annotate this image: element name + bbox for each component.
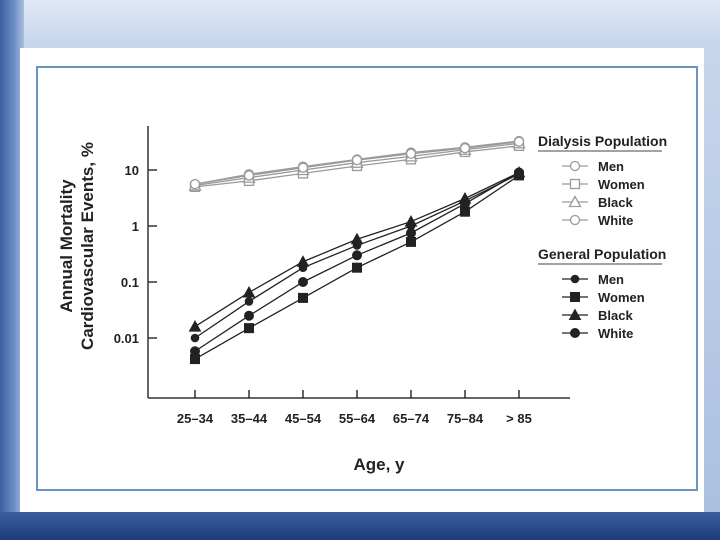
data-point [244, 310, 254, 321]
legend-item-label: Black [598, 308, 633, 323]
legend-swatch-marker [569, 178, 581, 190]
data-point [459, 143, 471, 154]
data-point [350, 232, 364, 245]
data-point [188, 320, 202, 332]
x-axis-label: Age, y [353, 455, 405, 474]
data-point [244, 323, 254, 334]
x-tick-label: 45–54 [285, 411, 322, 426]
y-tick-label: 0.1 [121, 275, 139, 290]
legend-swatch-marker [568, 308, 582, 320]
chart-legend: Dialysis Population Men Women Black White Gen… [538, 133, 667, 341]
series-1-1 [190, 170, 524, 365]
y-axis-label-line1: Annual Mortality [57, 179, 76, 313]
legend-swatch-marker [570, 292, 580, 302]
x-tick-label: > 85 [506, 411, 532, 426]
chart-axes: 0.01 0.1 1 10 25–34 35–44 45–54 55–64 65–74 75–84… [114, 126, 570, 426]
data-point [298, 292, 308, 303]
y-tick-label: 10 [125, 163, 139, 178]
y-tick-label: 0.01 [114, 331, 139, 346]
data-point [190, 346, 200, 357]
data-point [242, 285, 256, 298]
data-point [190, 333, 200, 343]
series-0-3 [189, 136, 525, 190]
legend-swatch-marker [569, 160, 581, 172]
data-point [243, 170, 255, 181]
x-tick-label: 35–44 [231, 411, 268, 426]
data-point [297, 162, 309, 173]
y-axis-label-line2: Cardiovascular Events, % [78, 142, 97, 350]
data-point [406, 227, 416, 238]
y-tick-label: 1 [132, 219, 139, 234]
legend-item-label: White [598, 213, 633, 228]
series-line [194, 171, 520, 352]
data-point [406, 236, 416, 247]
legend-item-label: Women [598, 290, 645, 305]
legend-item-label: Men [598, 159, 624, 174]
data-point [244, 297, 254, 306]
legend-item-label: Men [598, 272, 624, 287]
data-point [189, 178, 201, 190]
legend-swatch-marker [570, 328, 580, 338]
data-point [352, 262, 362, 273]
x-tick-label: 55–64 [339, 411, 376, 426]
data-point [513, 136, 525, 147]
chart-series [188, 135, 526, 365]
background-bottom-band [0, 512, 720, 540]
x-tick-label: 65–74 [393, 411, 430, 426]
data-point [296, 255, 310, 267]
series-1-3 [190, 167, 524, 357]
x-tick-label: 25–34 [177, 411, 214, 426]
data-point [298, 277, 308, 287]
x-tick-label: 75–84 [447, 411, 484, 426]
data-point [352, 250, 362, 261]
legend-group-title: Dialysis Population [538, 133, 667, 149]
legend-swatch-marker [570, 274, 580, 284]
data-point [405, 148, 417, 159]
legend-swatch-marker [568, 195, 582, 208]
legend-item-label: Women [598, 177, 645, 192]
data-point [460, 198, 470, 209]
legend-swatch-marker [569, 214, 581, 226]
data-point [514, 167, 524, 178]
data-point [404, 215, 418, 227]
legend-group-title: General Population [538, 246, 666, 262]
legend-item-label: White [598, 326, 633, 341]
data-point [351, 154, 363, 166]
legend-item-label: Black [598, 195, 633, 210]
